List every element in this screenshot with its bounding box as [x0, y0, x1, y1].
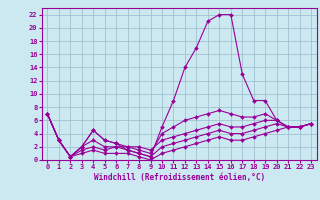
X-axis label: Windchill (Refroidissement éolien,°C): Windchill (Refroidissement éolien,°C)	[94, 173, 265, 182]
